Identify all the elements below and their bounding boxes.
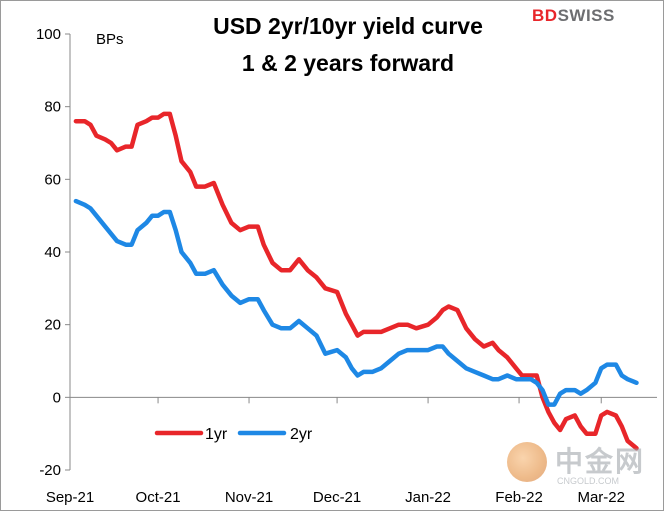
x-tick-label: Oct-21 xyxy=(136,489,181,506)
x-tick-label: Feb-22 xyxy=(495,489,543,506)
chart-axes xyxy=(69,34,657,470)
y-axis-ticks: 100 80 60 40 20 0 -20 xyxy=(36,26,70,479)
y-tick-label: 60 xyxy=(44,171,61,188)
chart-series xyxy=(73,111,639,451)
chart-title: USD 2yr/10yr yield curve xyxy=(213,13,483,39)
y-tick-label: 100 xyxy=(36,26,61,43)
y-tick-label: 40 xyxy=(44,244,61,261)
series-line-1yr xyxy=(73,111,639,451)
watermark-subtext: CNGOLD.COM xyxy=(557,476,620,486)
legend-label-1yr: 1yr xyxy=(205,426,228,443)
series-line-2yr xyxy=(73,198,639,407)
y-tick-label: 80 xyxy=(44,99,61,116)
brand-logo-part1: BD xyxy=(532,6,558,25)
chart-subtitle: 1 & 2 years forward xyxy=(242,50,454,76)
x-tick-label: Sep-21 xyxy=(46,489,94,506)
brand-logo-part2: SWISS xyxy=(557,6,615,25)
x-axis-ticks: Sep-21 Oct-21 Nov-21 Dec-21 Jan-22 Feb-22 Mar-… xyxy=(46,397,625,506)
x-tick-label: Jan-22 xyxy=(405,489,451,506)
x-tick-label: Mar-22 xyxy=(577,489,625,506)
brand-logo: BDSWISS xyxy=(532,6,615,26)
chart-legend: 1yr 2yr xyxy=(154,426,313,443)
watermark: 中金网 CNGOLD.COM xyxy=(503,438,653,500)
watermark-logo-icon xyxy=(507,442,547,482)
legend-label-2yr: 2yr xyxy=(290,426,313,443)
watermark-text: 中金网 xyxy=(555,445,646,478)
y-tick-label: -20 xyxy=(39,462,61,479)
y-tick-label: 20 xyxy=(44,317,61,334)
y-tick-label: 0 xyxy=(53,389,61,406)
x-tick-label: Dec-21 xyxy=(313,489,361,506)
y-axis-unit-label: BPs xyxy=(96,31,124,48)
x-tick-label: Nov-21 xyxy=(225,489,273,506)
